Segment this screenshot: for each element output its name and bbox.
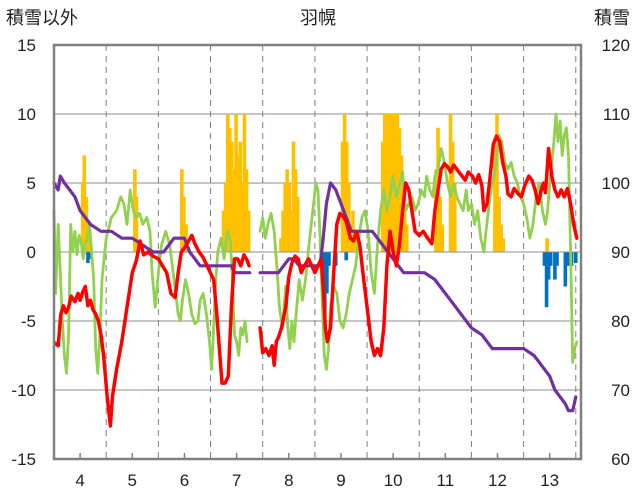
precip-bar [497,196,501,252]
precip-bar [244,169,249,252]
precip-bar [493,141,497,252]
precip-bar [225,114,230,252]
precip-bar [232,169,236,252]
precip-bar [228,127,232,252]
precip-bar [340,141,345,252]
series-lines [52,112,579,428]
precip-bar [452,183,457,252]
precip-bar [291,141,296,252]
precip-neg-bar [325,252,329,294]
precip-neg-bar [566,252,571,266]
y-left-tick-label: -10 [11,381,36,400]
y-left-tick-label: 10 [17,105,36,124]
x-tick-label: 11 [437,471,455,490]
precip-neg-bar [548,252,553,266]
precip-bar [279,238,283,252]
precip-bar [287,183,292,252]
x-tick-label: 8 [284,471,293,490]
precip-bar [223,183,228,252]
precip-bar [385,114,389,252]
precip-neg-bar [553,252,557,280]
precip-neg-bar [573,252,578,264]
plot-border [52,43,583,461]
x-tick-label: 5 [128,471,137,490]
precip-bar [182,196,186,252]
axes: 15 120 10 110 5 100 0 90 -5 80 -10 70 -15 60 4 5 6 7 8 9 10 1… [11,36,630,490]
precip-bar [545,238,549,252]
series-line-wind [52,112,579,375]
y-right-tick-label: 60 [611,450,630,469]
precip-bar [285,169,290,252]
x-tick-label: 10 [384,471,403,490]
y-left-tick-label: -5 [21,312,36,331]
y-right-axis-label: 積雪 [594,8,630,28]
precip-bar [246,210,251,252]
precip-bar [387,114,391,252]
precip-bar [230,141,234,252]
precip-neg-bar [86,252,90,264]
precip-bar [82,155,87,252]
y-left-axis-label: 積雪以外 [6,8,78,28]
precip-bar [450,141,455,252]
precip-bar [86,238,91,252]
precip-bar [180,169,184,252]
precip-bar [395,114,400,252]
precip-bar [134,196,139,252]
x-tick-label: 7 [232,471,241,490]
precip-bar [289,210,294,252]
precip-neg-bar [544,252,549,308]
precip-bar [283,183,287,252]
precip-bar [295,196,300,252]
precip-bar [402,210,407,252]
y-right-tick-label: 70 [611,381,630,400]
precip-neg-bar [546,252,551,280]
precip-neg-bar [327,252,331,266]
precip-bar [293,169,298,252]
precip-bar [383,114,387,252]
y-left-tick-label: -15 [11,450,36,469]
precip-bar [84,196,89,252]
precip-bar [242,114,247,252]
x-tick-label: 12 [488,471,507,490]
precip-bar [438,196,442,252]
precip-neg-bar [555,252,559,266]
x-tick-label: 13 [540,471,559,490]
precip-bar [238,141,243,252]
y-right-tick-label: 80 [611,312,630,331]
series-line-temperature [53,134,579,428]
precip-bar [236,155,240,252]
precip-bar [347,183,351,252]
precip-bar [240,183,245,252]
precip-bar [448,114,453,252]
precip-neg-bar [344,252,348,261]
y-left-tick-label: 5 [27,174,36,193]
precip-bar [281,210,285,252]
y-right-tick-label: 100 [602,174,630,193]
precip-bar [440,224,445,252]
precip-bar [495,114,499,252]
x-tick-label: 9 [336,471,345,490]
precip-bar [501,238,506,252]
precip-bar [342,114,347,252]
y-right-tick-label: 90 [611,243,630,262]
precip-bar [344,141,349,252]
precip-bar [404,224,409,252]
y-right-tick-label: 120 [602,36,630,55]
y-right-tick-label: 110 [603,105,630,124]
precip-bar [499,224,503,252]
precip-bar [353,238,357,252]
precip-bar [399,155,404,252]
x-tick-label: 6 [180,471,189,490]
precip-bar [221,210,226,252]
chart-title: 羽幌 [300,8,336,28]
y-left-tick-label: 15 [17,36,36,55]
x-tick-label: 4 [75,471,84,490]
precip-neg-bar [563,252,568,287]
y-left-tick-label: 0 [27,243,36,262]
precip-neg-bar [542,252,547,266]
precip-bar [234,114,238,252]
